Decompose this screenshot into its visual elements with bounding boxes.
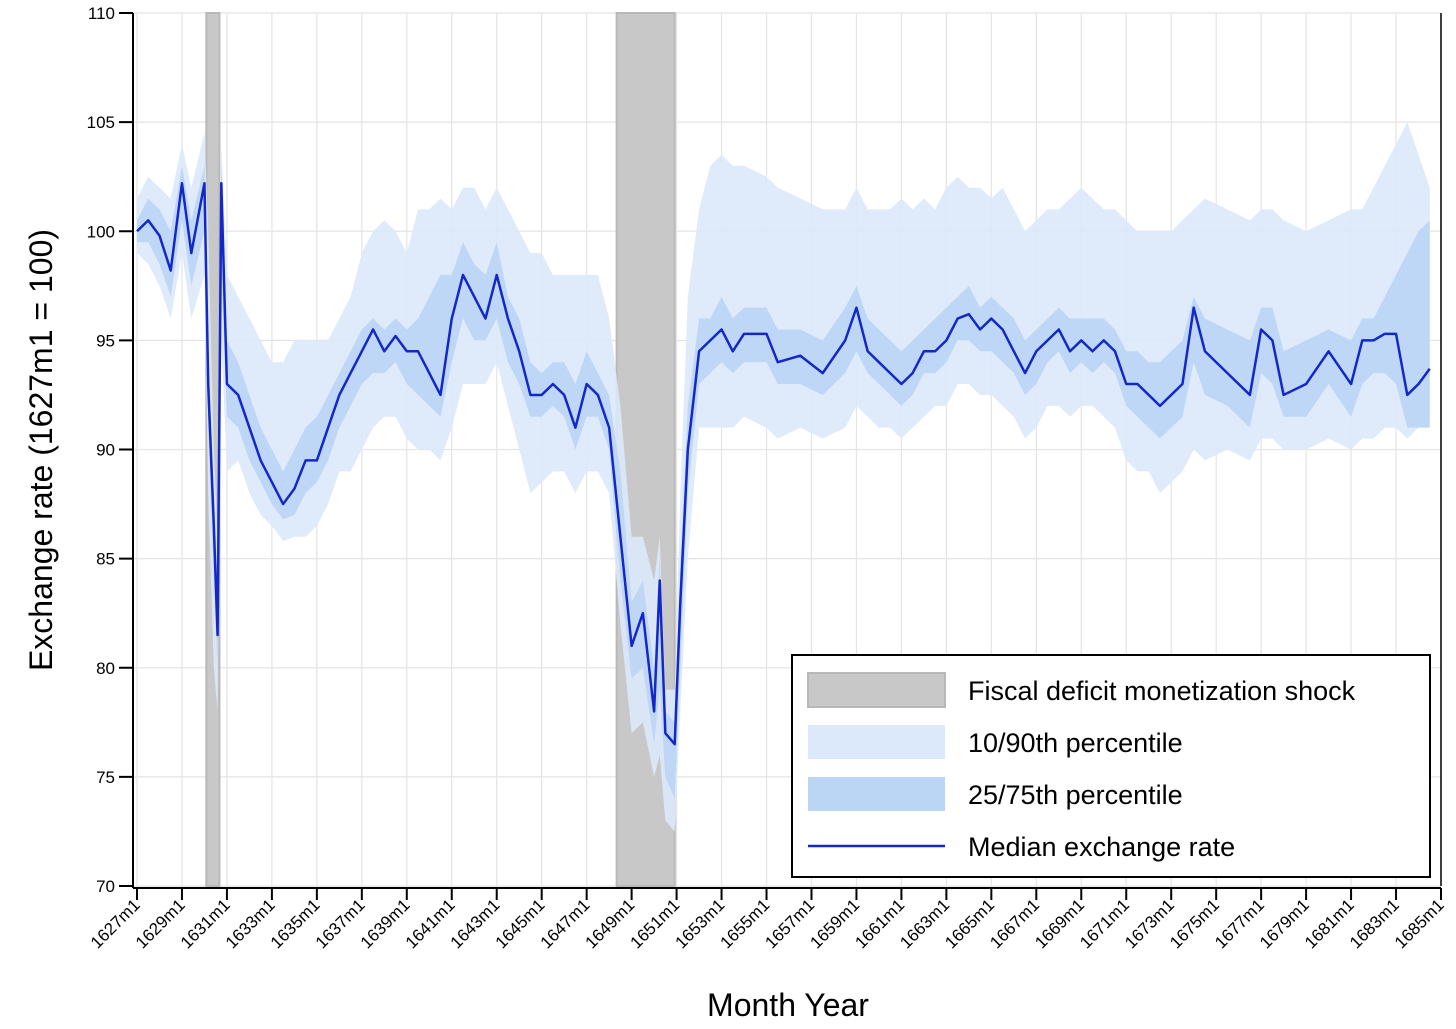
y-tick-label: 90: [96, 441, 115, 460]
x-tick-label: 1637m1: [312, 895, 369, 952]
x-tick-label: 1669m1: [1031, 895, 1088, 952]
x-tick-label: 1655m1: [716, 895, 773, 952]
legend-swatch: [808, 725, 945, 759]
legend-label: 25/75th percentile: [968, 780, 1183, 810]
x-tick-label: 1649m1: [582, 895, 639, 952]
x-tick-label: 1631m1: [177, 895, 234, 952]
legend-swatch: [807, 672, 946, 708]
x-tick-label: 1679m1: [1256, 895, 1313, 952]
y-tick-label: 110: [88, 4, 115, 23]
y-tick-label: 70: [96, 877, 115, 896]
legend-label: 10/90th percentile: [968, 728, 1183, 758]
x-tick-label: 1675m1: [1166, 895, 1223, 952]
legend-label: Fiscal deficit monetization shock: [968, 676, 1356, 706]
y-axis-title: Exchange rate (1627m1 = 100): [23, 229, 59, 671]
x-tick-label: 1671m1: [1076, 895, 1133, 952]
y-tick-label: 100: [87, 222, 115, 241]
x-tick-label: 1635m1: [267, 895, 324, 952]
y-tick-label: 95: [96, 331, 115, 350]
y-tick-label: 85: [96, 550, 115, 569]
x-tick-label: 1665m1: [941, 895, 998, 952]
x-tick-label: 1683m1: [1346, 895, 1403, 952]
x-tick-label: 1643m1: [447, 895, 504, 952]
x-tick-label: 1647m1: [537, 895, 594, 952]
legend-label: Median exchange rate: [968, 832, 1235, 862]
x-tick-label: 1673m1: [1121, 895, 1178, 952]
x-tick-label: 1657m1: [761, 895, 818, 952]
x-axis-title: Month Year: [707, 987, 869, 1023]
x-tick-label: 1659m1: [806, 895, 863, 952]
x-tick-label: 1639m1: [357, 895, 414, 952]
legend-swatch: [808, 777, 945, 811]
y-tick-label: 80: [96, 659, 115, 678]
x-tick-label: 1641m1: [402, 895, 459, 952]
x-tick-label: 1667m1: [986, 895, 1043, 952]
x-tick-label: 1681m1: [1301, 895, 1358, 952]
y-tick-label: 75: [96, 768, 115, 787]
x-tick-label: 1629m1: [132, 895, 189, 952]
percentile-band: [137, 165, 1430, 799]
x-tick-label: 1663m1: [896, 895, 953, 952]
x-tick-label: 1685m1: [1391, 895, 1448, 952]
x-tick-label: 1653m1: [672, 895, 729, 952]
median-line: [136, 181, 1431, 746]
x-tick-label: 1677m1: [1211, 895, 1268, 952]
x-tick-label: 1633m1: [222, 895, 279, 952]
x-tick-label: 1661m1: [851, 895, 908, 952]
legend: Fiscal deficit monetization shock 10/90th…: [791, 654, 1431, 878]
x-tick-label: 1627m1: [87, 895, 144, 952]
y-tick-label: 105: [87, 113, 115, 132]
x-tick-label: 1651m1: [627, 895, 684, 952]
x-tick-label: 1645m1: [492, 895, 549, 952]
